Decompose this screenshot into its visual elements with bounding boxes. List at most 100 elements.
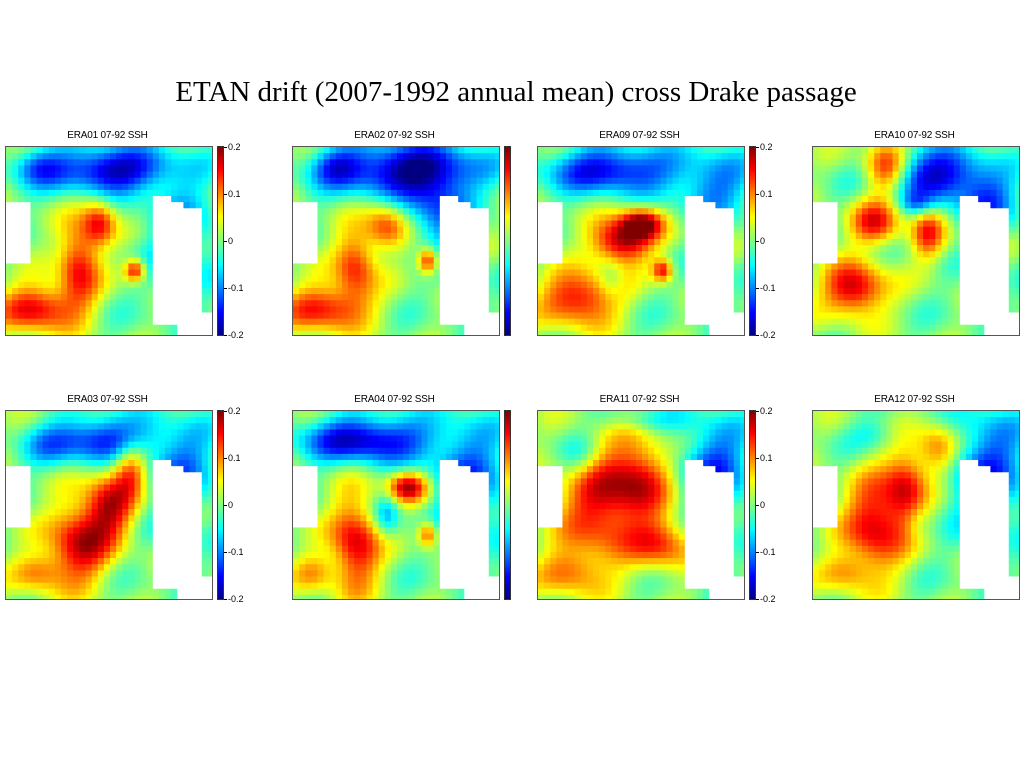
heatmap-cell [146, 460, 154, 467]
heatmap-cell [709, 159, 717, 166]
heatmap-cell [813, 226, 820, 234]
heatmap-cell [972, 159, 979, 166]
heatmap-cell [886, 196, 894, 203]
heatmap-cell [1014, 208, 1019, 216]
heatmap-cell [660, 275, 668, 283]
heatmap-cell [165, 287, 172, 295]
heatmap-cell [929, 306, 936, 314]
heatmap-cell [24, 287, 32, 295]
heatmap-cell [813, 208, 820, 216]
heatmap-cell [990, 232, 998, 240]
heatmap-cell [372, 177, 380, 185]
heatmap-cell [103, 484, 111, 492]
heatmap-cell [709, 226, 717, 234]
heatmap-cell [415, 189, 423, 197]
heatmap-cell [880, 269, 888, 277]
heatmap-cell [79, 257, 87, 265]
heatmap-cell [103, 460, 111, 467]
heatmap-cell [73, 453, 81, 461]
heatmap-cell [341, 245, 349, 252]
heatmap-cell [1008, 189, 1016, 197]
heatmap-cell [476, 275, 484, 283]
heatmap-cell [24, 496, 32, 504]
heatmap-cell [48, 466, 56, 473]
heatmap-cell [556, 251, 564, 258]
heatmap-cell [201, 318, 209, 326]
heatmap-cell [923, 232, 930, 240]
heatmap-cell [929, 189, 936, 197]
heatmap-cell [140, 245, 148, 252]
heatmap-cell [421, 269, 429, 277]
heatmap-cell [586, 251, 594, 258]
heatmap-cell [140, 429, 148, 437]
heatmap-cell [690, 263, 698, 271]
heatmap-cell [415, 318, 423, 326]
heatmap-cell [122, 208, 129, 216]
heatmap-cell [128, 509, 136, 516]
heatmap-cell [984, 238, 992, 246]
heatmap-cell [538, 238, 545, 246]
heatmap-cell [415, 330, 423, 335]
heatmap-cell [299, 177, 306, 185]
heatmap-cell [831, 202, 839, 209]
heatmap-cell [48, 324, 56, 332]
heatmap-cell [67, 435, 74, 443]
heatmap-cell [721, 281, 729, 289]
heatmap-cell [6, 226, 13, 234]
heatmap-cell [697, 281, 704, 289]
heatmap-cell [898, 312, 906, 320]
heatmap-cell [941, 263, 949, 271]
heatmap-cell [562, 183, 570, 191]
heatmap-cell [605, 245, 613, 252]
heatmap-cell [739, 300, 744, 307]
heatmap-cell [697, 275, 704, 283]
heatmap-cell [1008, 220, 1016, 228]
heatmap-cell [165, 441, 172, 449]
heatmap-cell [488, 257, 496, 265]
heatmap-cell [348, 208, 355, 216]
heatmap-cell [348, 159, 355, 166]
heatmap-cell [67, 275, 74, 283]
heatmap-cell [727, 312, 735, 320]
heatmap-cell [910, 294, 918, 301]
heatmap-svg [6, 411, 212, 599]
heatmap-cell [61, 294, 68, 301]
heatmap-cell [715, 263, 723, 271]
heatmap-cell [452, 153, 459, 160]
heatmap-cell [959, 312, 967, 320]
heatmap-cell [678, 220, 686, 228]
heatmap-cell [183, 269, 191, 277]
heatmap-cell [990, 208, 998, 216]
heatmap-cell [721, 165, 729, 173]
heatmap-cell [79, 214, 87, 222]
heatmap-cell [959, 257, 967, 265]
heatmap-cell [648, 171, 655, 179]
heatmap-cell [409, 232, 416, 240]
heatmap-cell [831, 183, 839, 191]
heatmap-cell [24, 147, 32, 154]
heatmap-cell [1008, 324, 1016, 332]
heatmap-cell [715, 196, 723, 203]
heatmap-cell [207, 300, 212, 307]
heatmap-cell [953, 226, 961, 234]
heatmap-cell [458, 171, 465, 179]
heatmap-cell [403, 330, 410, 335]
heatmap-cell [6, 281, 13, 289]
heatmap-cell [666, 245, 674, 252]
heatmap-cell [984, 220, 992, 228]
heatmap-cell [445, 275, 453, 283]
heatmap-cell [562, 294, 570, 301]
heatmap-cell [568, 196, 576, 203]
heatmap-cell [85, 324, 93, 332]
heatmap-cell [660, 153, 668, 160]
heatmap-cell [445, 226, 453, 234]
heatmap-cell [568, 202, 576, 209]
heatmap-cell [158, 153, 166, 160]
heatmap-cell [586, 208, 594, 216]
heatmap-cell [574, 165, 582, 173]
heatmap-cell [556, 306, 564, 314]
heatmap-cell [110, 472, 117, 480]
heatmap-cell [54, 423, 62, 430]
heatmap-cell [648, 177, 655, 185]
heatmap-cell [348, 202, 355, 209]
